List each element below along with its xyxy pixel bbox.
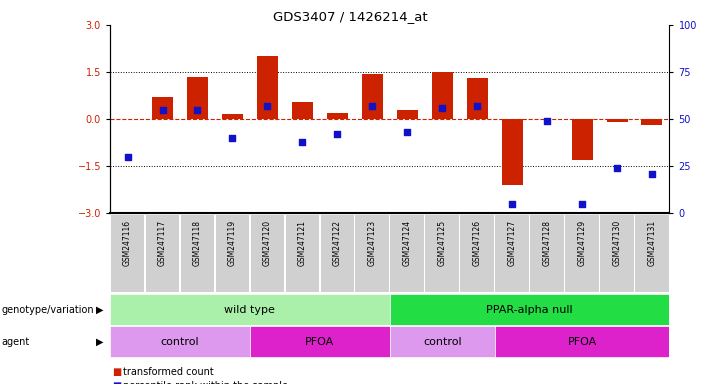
Bar	[461, 215, 494, 292]
Point	[367, 103, 378, 109]
Text: ▶: ▶	[95, 336, 103, 347]
Text: GSM247131: GSM247131	[648, 220, 656, 266]
Text: ▶: ▶	[95, 305, 103, 315]
Text: GSM247124: GSM247124	[403, 220, 411, 266]
Point	[332, 131, 343, 137]
Text: GSM247123: GSM247123	[368, 220, 376, 266]
Bar	[152, 97, 173, 119]
Text: control: control	[161, 336, 199, 347]
Text: GSM247127: GSM247127	[508, 220, 517, 266]
Text: percentile rank within the sample: percentile rank within the sample	[123, 381, 287, 384]
Text: GSM247129: GSM247129	[578, 220, 587, 266]
Bar	[426, 215, 459, 292]
Text: agent: agent	[1, 336, 29, 347]
Bar	[110, 295, 390, 325]
Bar	[110, 326, 250, 357]
Bar	[606, 119, 627, 122]
Text: ■: ■	[112, 381, 121, 384]
Bar	[600, 215, 634, 292]
Bar	[641, 119, 662, 125]
Bar	[257, 56, 278, 119]
Bar	[111, 215, 144, 292]
Point	[437, 105, 448, 111]
Text: GDS3407 / 1426214_at: GDS3407 / 1426214_at	[273, 10, 428, 23]
Bar	[250, 215, 284, 292]
Bar	[495, 326, 669, 357]
Text: GSM247121: GSM247121	[298, 220, 307, 266]
Text: GSM247117: GSM247117	[158, 220, 167, 266]
Text: PFOA: PFOA	[567, 336, 597, 347]
Bar	[292, 102, 313, 119]
Point	[541, 118, 552, 124]
Bar	[146, 215, 179, 292]
Point	[507, 200, 518, 207]
Text: transformed count: transformed count	[123, 367, 213, 377]
Point	[157, 106, 168, 113]
Text: PFOA: PFOA	[305, 336, 334, 347]
Text: GSM247120: GSM247120	[263, 220, 272, 266]
Bar	[635, 215, 669, 292]
Bar	[397, 109, 418, 119]
Point	[192, 106, 203, 113]
Text: GSM247125: GSM247125	[437, 220, 447, 266]
Text: GSM247130: GSM247130	[613, 220, 622, 266]
Point	[402, 129, 413, 135]
Text: genotype/variation: genotype/variation	[1, 305, 94, 315]
Point	[472, 103, 483, 109]
Bar	[216, 215, 250, 292]
Text: GSM247119: GSM247119	[228, 220, 237, 266]
Bar	[390, 326, 495, 357]
Bar	[222, 114, 243, 119]
Bar	[320, 215, 354, 292]
Bar	[565, 215, 599, 292]
Bar	[327, 113, 348, 119]
Bar	[390, 295, 669, 325]
Point	[297, 139, 308, 145]
Bar	[571, 119, 592, 160]
Point	[122, 154, 133, 160]
Text: ■: ■	[112, 367, 121, 377]
Point	[646, 170, 658, 177]
Text: PPAR-alpha null: PPAR-alpha null	[486, 305, 573, 315]
Point	[261, 103, 273, 109]
Bar	[502, 119, 523, 185]
Text: GSM247118: GSM247118	[193, 220, 202, 266]
Point	[227, 135, 238, 141]
Bar	[467, 78, 488, 119]
Text: GSM247128: GSM247128	[543, 220, 552, 266]
Bar	[390, 215, 424, 292]
Bar	[181, 215, 215, 292]
Bar	[432, 72, 453, 119]
Text: wild type: wild type	[224, 305, 275, 315]
Bar	[250, 326, 390, 357]
Text: control: control	[423, 336, 461, 347]
Bar	[187, 77, 208, 119]
Bar	[496, 215, 529, 292]
Bar	[530, 215, 564, 292]
Bar	[362, 74, 383, 119]
Text: GSM247116: GSM247116	[123, 220, 132, 266]
Point	[611, 165, 622, 171]
Text: GSM247126: GSM247126	[472, 220, 482, 266]
Bar	[355, 215, 389, 292]
Point	[576, 200, 587, 207]
Text: GSM247122: GSM247122	[333, 220, 342, 266]
Bar	[285, 215, 319, 292]
